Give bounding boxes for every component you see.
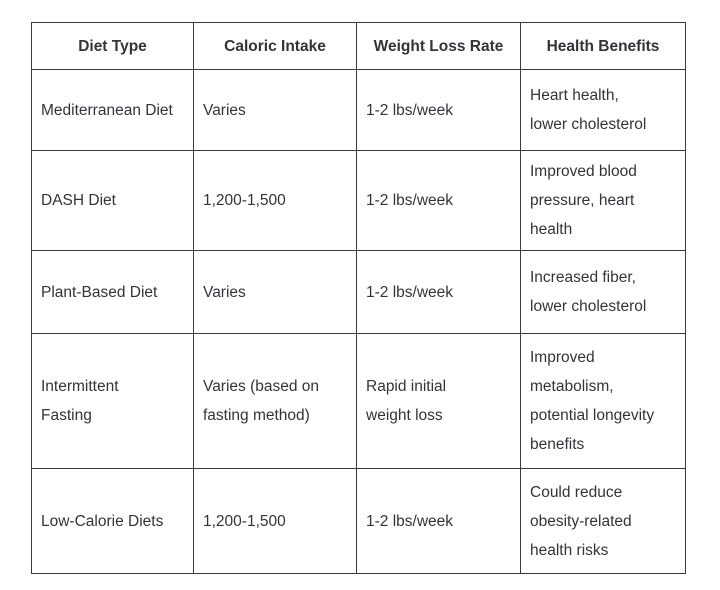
cell-diet-type: Intermittent Fasting (31, 333, 194, 469)
cell-diet-type: Plant-Based Diet (31, 250, 194, 334)
header-weight-loss-rate: Weight Loss Rate (356, 22, 521, 70)
cell-weight-loss-rate: 1-2 lbs/week (356, 468, 521, 574)
cell-diet-type: DASH Diet (31, 150, 194, 251)
table-row-mediterranean-diet: Mediterranean Diet Varies 1-2 lbs/week H… (31, 69, 686, 151)
header-health-benefits: Health Benefits (520, 22, 686, 70)
cell-diet-type: Mediterranean Diet (31, 69, 194, 151)
cell-caloric-intake: Varies (193, 250, 357, 334)
cell-health-benefits: Increased fiber, lower cholesterol (520, 250, 686, 334)
cell-caloric-intake: Varies (based on fasting method) (193, 333, 357, 469)
table-row-dash-diet: DASH Diet 1,200-1,500 1-2 lbs/week Impro… (31, 150, 686, 251)
cell-diet-type: Low-Calorie Diets (31, 468, 194, 574)
cell-health-benefits: Improved blood pressure, heart health (520, 150, 686, 251)
cell-caloric-intake: 1,200-1,500 (193, 468, 357, 574)
header-caloric-intake: Caloric Intake (193, 22, 357, 70)
cell-health-benefits: Heart health, lower cholesterol (520, 69, 686, 151)
cell-caloric-intake: 1,200-1,500 (193, 150, 357, 251)
table-row-intermittent-fasting: Intermittent Fasting Varies (based on fa… (31, 333, 686, 469)
diet-comparison-table: Diet Type Caloric Intake Weight Loss Rat… (31, 22, 686, 574)
cell-weight-loss-rate: 1-2 lbs/week (356, 69, 521, 151)
cell-caloric-intake: Varies (193, 69, 357, 151)
cell-weight-loss-rate: 1-2 lbs/week (356, 250, 521, 334)
cell-weight-loss-rate: Rapid initial weight loss (356, 333, 521, 469)
table-row-plant-based-diet: Plant-Based Diet Varies 1-2 lbs/week Inc… (31, 250, 686, 334)
cell-health-benefits: Improved metabolism, potential longevity… (520, 333, 686, 469)
header-diet-type: Diet Type (31, 22, 194, 70)
cell-weight-loss-rate: 1-2 lbs/week (356, 150, 521, 251)
cell-health-benefits: Could reduce obesity-related health risk… (520, 468, 686, 574)
table-row-low-calorie-diets: Low-Calorie Diets 1,200-1,500 1-2 lbs/we… (31, 468, 686, 574)
table-header-row: Diet Type Caloric Intake Weight Loss Rat… (31, 22, 686, 70)
